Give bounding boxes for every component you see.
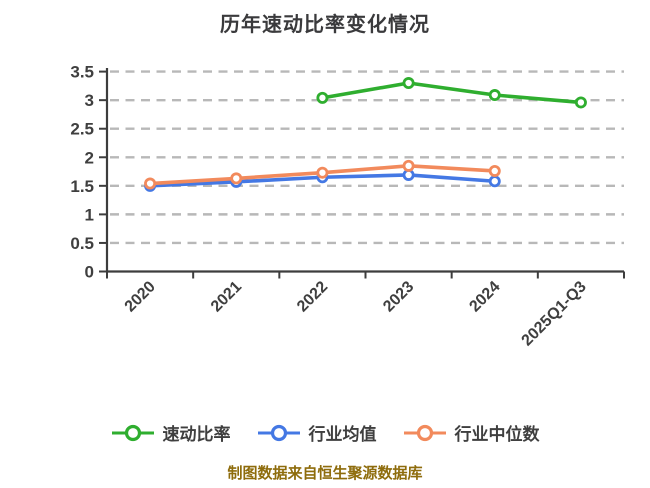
data-point-marker	[402, 159, 415, 172]
series-2	[144, 159, 501, 190]
data-point-marker	[144, 177, 157, 190]
legend-item-quick-ratio: 速动比率	[111, 420, 231, 445]
data-source-note: 制图数据来自恒生聚源数据库	[227, 465, 423, 482]
x-tick-label: 2022	[294, 278, 331, 315]
plot-area: 0 0.5 1 1.5 2 2.5 3 3.5 2020 2021 2022 2023 2024 2025…	[70, 63, 625, 349]
data-point-marker	[574, 96, 587, 109]
data-point-marker	[230, 172, 243, 185]
data-point-marker	[402, 77, 415, 90]
chart-legend: 速动比率 行业均值 行业中位数	[0, 420, 650, 445]
legend-label: 行业中位数	[454, 425, 540, 444]
x-tick-label: 2023	[380, 278, 417, 315]
data-point-marker	[488, 89, 501, 102]
legend-item-industry-median: 行业中位数	[403, 420, 540, 445]
chart-title: 历年速动比率变化情况	[220, 14, 430, 36]
y-tick-label: 1	[85, 205, 94, 224]
y-tick-label: 3	[85, 91, 94, 110]
y-tick-label: 1.5	[70, 177, 94, 196]
legend-label: 速动比率	[162, 425, 231, 444]
data-point-marker	[316, 166, 329, 179]
y-tick-label: 0.5	[70, 234, 94, 253]
line-marker-icon	[111, 424, 154, 441]
y-axis: 0 0.5 1 1.5 2 2.5 3 3.5	[70, 63, 107, 282]
legend-label: 行业均值	[308, 425, 377, 444]
series-0	[316, 77, 587, 109]
x-tick-label: 2021	[208, 278, 245, 315]
y-tick-label: 2	[85, 148, 94, 167]
legend-item-industry-mean: 行业均值	[257, 420, 377, 445]
line-marker-icon	[257, 424, 300, 441]
x-tick-label: 2024	[466, 278, 503, 315]
x-tick-label: 2025Q1-Q3	[519, 278, 590, 349]
y-tick-label: 3.5	[70, 63, 94, 82]
data-point-marker	[488, 175, 501, 188]
y-tick-label: 2.5	[70, 120, 94, 139]
data-point-marker	[488, 164, 501, 177]
x-tick-label: 2020	[122, 278, 159, 315]
data-point-marker	[316, 91, 329, 104]
x-axis: 2020 2021 2022 2023 2024 2025Q1-Q3	[106, 271, 625, 349]
y-tick-label: 0	[85, 263, 94, 282]
gridlines	[110, 70, 624, 245]
line-marker-icon	[403, 424, 446, 441]
